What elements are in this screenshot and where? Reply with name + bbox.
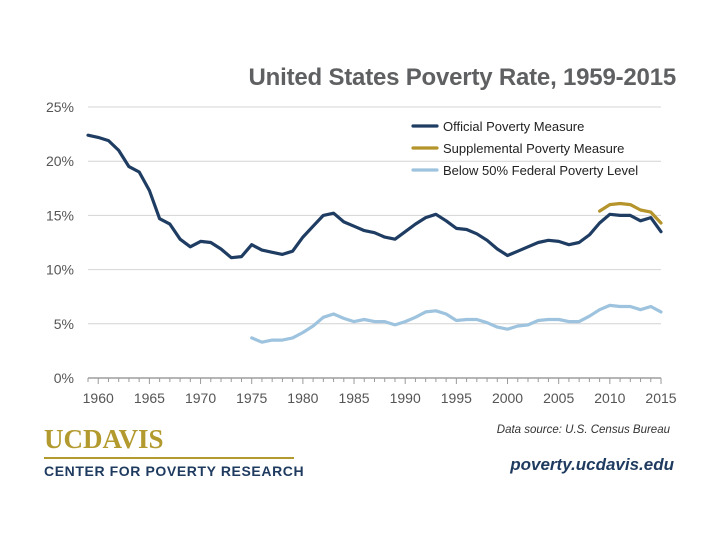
x-tick-label: 1965 (134, 390, 165, 406)
y-tick-label: 0% (54, 370, 74, 386)
logo-center-name: CENTER FOR POVERTY RESEARCH (44, 463, 305, 479)
x-tick-label: 1975 (236, 390, 267, 406)
data-source-note: Data source: U.S. Census Bureau (496, 424, 670, 436)
legend-label-1: Supplemental Poverty Measure (443, 141, 624, 156)
legend-label-2: Below 50% Federal Poverty Level (443, 163, 638, 178)
series-layer (86, 133, 663, 344)
axis-layer: 0% 5% 10% 15% 20% 25% 1960 1965 1970 1975 1980 1985… (46, 99, 677, 406)
y-tick-label: 20% (46, 153, 74, 169)
y-tick-label: 25% (46, 99, 74, 115)
website-link[interactable]: poverty.ucdavis.edu (510, 455, 674, 474)
x-tick-label: 1960 (83, 390, 114, 406)
series-line-0 (86, 133, 663, 260)
logo-wordmark: UCDAVIS (44, 424, 164, 454)
logo-divider (44, 457, 294, 459)
x-tick-label: 1985 (338, 390, 369, 406)
legend-label-0: Official Poverty Measure (443, 119, 584, 134)
y-tick-label: 5% (54, 316, 74, 332)
x-tick-label: 2015 (645, 390, 676, 406)
series-line-1 (597, 201, 663, 225)
y-tick-label: 15% (46, 207, 74, 223)
x-tick-label: 1980 (287, 390, 318, 406)
x-tick-label: 2000 (492, 390, 523, 406)
x-tick-label: 2010 (594, 390, 625, 406)
legend: Official Poverty Measure Supplemental Pov… (411, 119, 638, 178)
grid-layer (88, 106, 661, 379)
series-line-2 (250, 303, 663, 344)
x-tick-label: 1995 (441, 390, 472, 406)
chart-title: United States Poverty Rate, 1959-2015 (248, 64, 677, 91)
x-tick-label: 1970 (185, 390, 216, 406)
ucdavis-logo: UCDAVIS CENTER FOR POVERTY RESEARCH (44, 426, 304, 479)
x-tick-label: 2005 (543, 390, 574, 406)
y-tick-label: 10% (46, 262, 74, 278)
x-tick-label: 1990 (390, 390, 421, 406)
